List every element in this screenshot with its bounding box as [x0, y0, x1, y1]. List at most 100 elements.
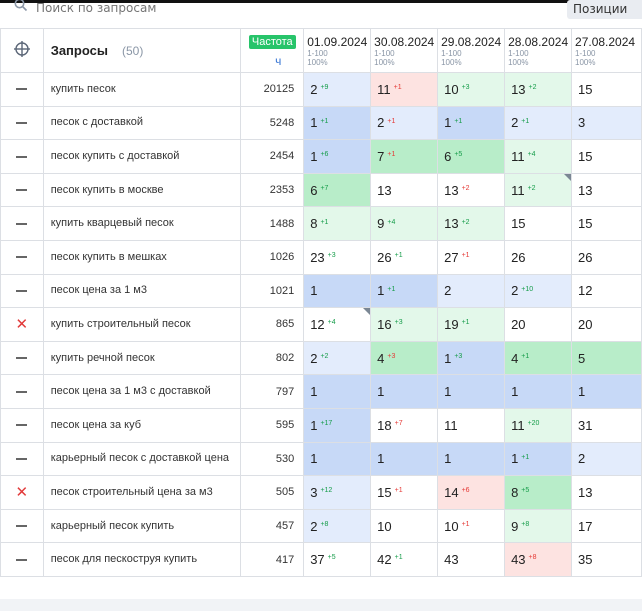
position-cell[interactable]: 26: [504, 239, 573, 275]
position-cell[interactable]: 1 +1: [303, 105, 372, 141]
status-cell[interactable]: [0, 172, 44, 208]
position-cell[interactable]: 11 +4: [504, 139, 573, 174]
dash-icon[interactable]: [16, 289, 28, 292]
position-cell[interactable]: 11 +1: [370, 72, 439, 107]
position-cell[interactable]: 7 +1: [370, 139, 439, 174]
position-cell[interactable]: 15 +1: [370, 475, 439, 510]
table-row[interactable]: песок купить в москве 2353 6 +7 13 13 +2 11 +2 13: [0, 172, 642, 208]
query-cell[interactable]: купить речной песок: [42, 340, 242, 376]
table-row[interactable]: песок цена за куб 595 1 +17 18 +7 11 11 +20 31: [0, 407, 642, 443]
position-cell[interactable]: 3 +12: [303, 475, 372, 510]
position-cell[interactable]: 13 +2: [504, 72, 573, 107]
dash-icon[interactable]: [16, 558, 28, 561]
cross-icon[interactable]: ✕: [15, 315, 29, 333]
dash-icon[interactable]: [16, 457, 28, 460]
table-row[interactable]: песок цена за 1 м3 1021 1 1 +1 2 2 +10 12: [0, 273, 642, 309]
dash-icon[interactable]: [16, 121, 28, 124]
dash-icon[interactable]: [16, 155, 28, 158]
date-header-2[interactable]: 30.08.2024 1-100 100%: [370, 28, 439, 73]
position-cell[interactable]: 37 +5: [303, 542, 372, 577]
table-row[interactable]: купить речной песок 802 2 +2 4 +3 1 +3 4 +1 5: [0, 340, 642, 376]
table-row[interactable]: песок купить с доставкой 2454 1 +6 7 +1 6 +5 11 +…: [0, 139, 642, 174]
position-cell[interactable]: 16 +3: [370, 307, 439, 342]
position-cell[interactable]: 13 +2: [437, 206, 506, 241]
dash-icon[interactable]: [16, 390, 28, 393]
position-cell[interactable]: 2: [437, 273, 506, 309]
position-cell[interactable]: 2: [571, 441, 642, 477]
position-cell[interactable]: 1 +1: [504, 441, 573, 477]
query-cell[interactable]: купить строительный песок: [42, 307, 242, 342]
table-row[interactable]: песок цена за 1 м3 с доставкой 797 1 1 1 1 1: [0, 374, 642, 409]
position-cell[interactable]: 1: [504, 374, 573, 409]
query-cell[interactable]: песок с доставкой: [42, 105, 242, 141]
position-cell[interactable]: 2 +9: [303, 72, 372, 107]
position-cell[interactable]: 43 +8: [504, 542, 573, 577]
date-header-4[interactable]: 28.08.2024 1-100 100%: [504, 28, 573, 73]
position-cell[interactable]: 2 +8: [303, 508, 372, 544]
tab-positions[interactable]: Позиции: [567, 0, 642, 19]
status-cell[interactable]: ✕: [0, 475, 44, 510]
dash-icon[interactable]: [16, 424, 28, 427]
position-cell[interactable]: 15: [571, 139, 642, 174]
position-cell[interactable]: 6 +5: [437, 139, 506, 174]
position-cell[interactable]: 13: [370, 172, 439, 208]
status-cell[interactable]: [0, 542, 44, 577]
position-cell[interactable]: 1 +17: [303, 407, 372, 443]
position-cell[interactable]: 1: [437, 441, 506, 477]
position-cell[interactable]: 12 +4: [303, 307, 372, 342]
position-cell[interactable]: 10 +1: [437, 508, 506, 544]
position-cell[interactable]: 2 +1: [370, 105, 439, 141]
position-cell[interactable]: 8 +1: [303, 206, 372, 241]
status-cell[interactable]: [0, 105, 44, 141]
position-cell[interactable]: 1 +3: [437, 340, 506, 376]
position-cell[interactable]: 42 +1: [370, 542, 439, 577]
position-cell[interactable]: 11 +20: [504, 407, 573, 443]
table-row[interactable]: карьерный песок с доставкой цена 530 1 1 1 1 +…: [0, 441, 642, 477]
search-input[interactable]: [36, 0, 436, 17]
date-header-1[interactable]: 01.09.2024 1-100 100%: [303, 28, 372, 73]
query-cell[interactable]: песок купить в москве: [42, 172, 242, 208]
position-cell[interactable]: 4 +3: [370, 340, 439, 376]
date-header-5[interactable]: 27.08.2024 1-100 100%: [571, 28, 642, 73]
position-cell[interactable]: 1 +6: [303, 139, 372, 174]
date-header-3[interactable]: 29.08.2024 1-100 100%: [437, 28, 506, 73]
status-cell[interactable]: [0, 206, 44, 241]
dash-icon[interactable]: [16, 525, 28, 528]
status-cell[interactable]: [0, 273, 44, 309]
query-cell[interactable]: купить песок: [42, 72, 242, 107]
status-cell[interactable]: ✕: [0, 307, 44, 342]
table-row[interactable]: песок с доставкой 5248 1 +1 2 +1 1 +1 2 +1 3: [0, 105, 642, 141]
position-cell[interactable]: 4 +1: [504, 340, 573, 376]
position-cell[interactable]: 1 +1: [370, 273, 439, 309]
position-cell[interactable]: 2 +2: [303, 340, 372, 376]
queries-header-cell[interactable]: Запросы (50): [42, 28, 242, 73]
table-row[interactable]: ✕ купить строительный песок 865 12 +4 16 +3 19 +…: [0, 307, 642, 342]
position-cell[interactable]: 1: [370, 374, 439, 409]
position-cell[interactable]: 13 +2: [437, 172, 506, 208]
position-cell[interactable]: 6 +7: [303, 172, 372, 208]
position-cell[interactable]: 26: [571, 239, 642, 275]
position-cell[interactable]: 15: [571, 206, 642, 241]
query-cell[interactable]: песок цена за 1 м3 с доставкой: [42, 374, 242, 409]
position-cell[interactable]: 9 +4: [370, 206, 439, 241]
dash-icon[interactable]: [16, 189, 28, 192]
position-cell[interactable]: 2 +1: [504, 105, 573, 141]
position-cell[interactable]: 26 +1: [370, 239, 439, 275]
query-cell[interactable]: песок для пескоструя купить: [42, 542, 242, 577]
position-cell[interactable]: 5: [571, 340, 642, 376]
table-row[interactable]: купить песок 20125 2 +9 11 +1 10 +3 13 +2 15: [0, 72, 642, 107]
frequency-badge[interactable]: Частота: [248, 35, 296, 49]
dash-icon[interactable]: [16, 88, 28, 91]
status-cell[interactable]: [0, 340, 44, 376]
query-cell[interactable]: карьерный песок с доставкой цена: [42, 441, 242, 477]
position-cell[interactable]: 13: [571, 172, 642, 208]
position-cell[interactable]: 19 +1: [437, 307, 506, 342]
position-cell[interactable]: 35: [571, 542, 642, 577]
dash-icon[interactable]: [16, 357, 28, 360]
position-cell[interactable]: 8 +5: [504, 475, 573, 510]
position-cell[interactable]: 15: [504, 206, 573, 241]
query-cell[interactable]: песок купить в мешках: [42, 239, 242, 275]
status-cell[interactable]: [0, 239, 44, 275]
position-cell[interactable]: 20: [571, 307, 642, 342]
position-cell[interactable]: 31: [571, 407, 642, 443]
